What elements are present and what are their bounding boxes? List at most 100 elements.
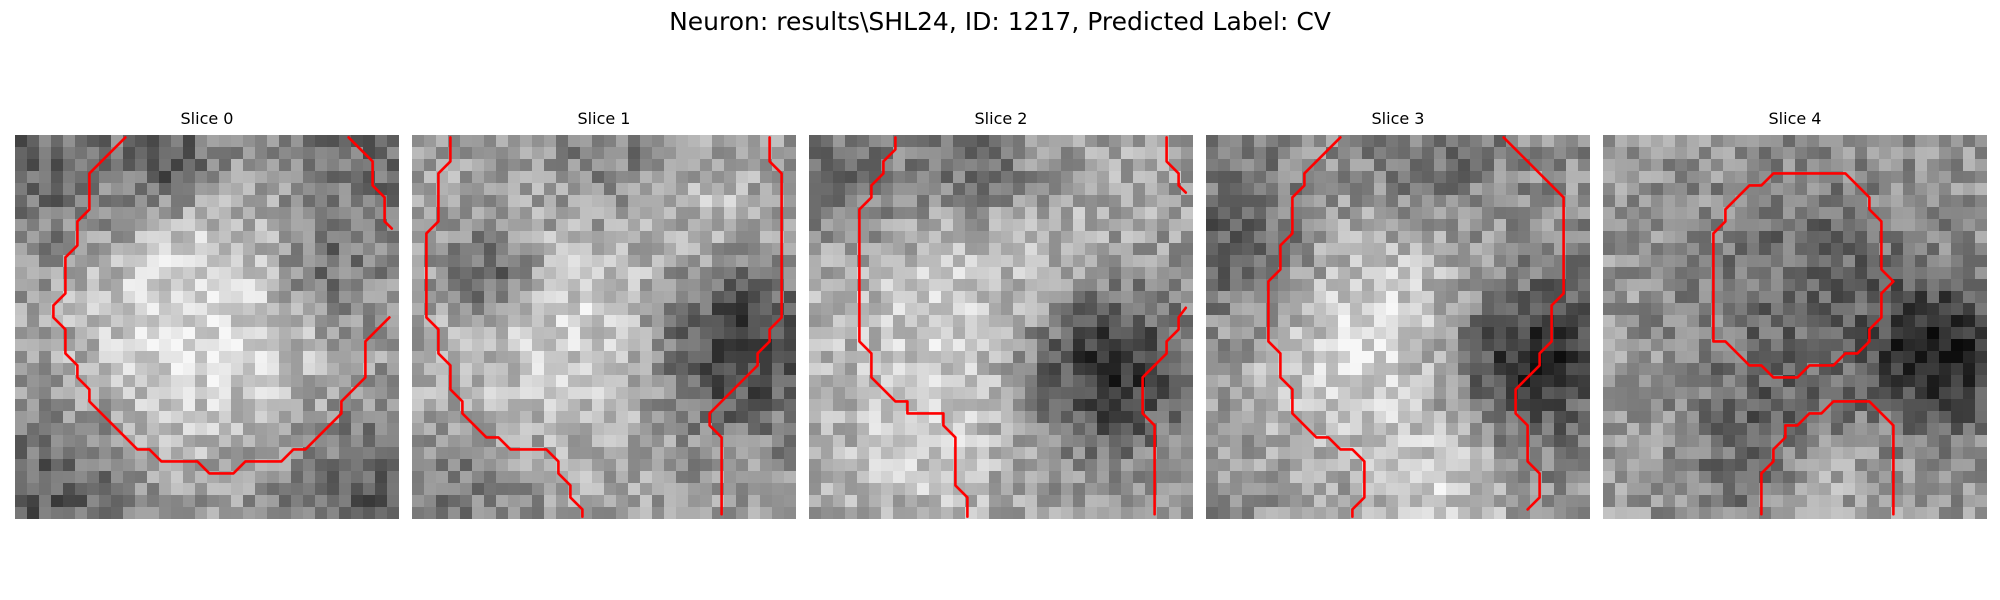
pixel bbox=[1867, 291, 1880, 304]
pixel bbox=[977, 255, 990, 268]
pixel bbox=[736, 183, 749, 196]
pixel bbox=[953, 399, 966, 412]
pixel bbox=[893, 231, 906, 244]
pixel bbox=[556, 159, 569, 172]
pixel bbox=[821, 291, 834, 304]
pixel bbox=[1554, 135, 1567, 148]
pixel bbox=[1578, 183, 1590, 196]
pixel bbox=[1639, 315, 1652, 328]
pixel bbox=[303, 459, 316, 472]
pixel bbox=[1855, 147, 1868, 160]
pixel bbox=[1915, 207, 1928, 220]
pixel bbox=[255, 327, 268, 340]
pixel bbox=[1049, 279, 1062, 292]
pixel bbox=[1554, 447, 1567, 460]
pixel bbox=[1675, 303, 1688, 316]
pixel bbox=[339, 327, 352, 340]
pixel bbox=[460, 243, 473, 256]
pixel bbox=[460, 267, 473, 280]
pixel bbox=[929, 195, 942, 208]
pixel bbox=[1506, 183, 1519, 196]
pixel bbox=[1061, 495, 1074, 508]
pixel bbox=[1422, 483, 1435, 496]
pixel bbox=[1783, 387, 1796, 400]
pixel bbox=[809, 483, 822, 496]
pixel bbox=[207, 219, 220, 232]
pixel bbox=[1843, 279, 1856, 292]
pixel bbox=[1506, 255, 1519, 268]
pixel bbox=[1735, 291, 1748, 304]
pixel bbox=[1422, 435, 1435, 448]
pixel bbox=[231, 231, 244, 244]
pixel bbox=[39, 171, 52, 184]
pixel bbox=[881, 411, 894, 424]
pixel bbox=[63, 303, 76, 316]
pixel bbox=[1927, 243, 1940, 256]
pixel bbox=[1109, 183, 1122, 196]
pixel bbox=[315, 483, 328, 496]
pixel bbox=[75, 411, 88, 424]
pixel bbox=[736, 423, 749, 436]
pixel bbox=[941, 483, 954, 496]
pixel bbox=[111, 303, 124, 316]
pixel bbox=[327, 411, 340, 424]
pixel bbox=[1374, 219, 1387, 232]
pixel bbox=[1711, 387, 1724, 400]
pixel bbox=[375, 351, 388, 364]
pixel bbox=[592, 471, 605, 484]
pixel bbox=[1891, 147, 1904, 160]
pixel bbox=[1169, 483, 1182, 496]
pixel bbox=[1314, 447, 1327, 460]
pixel bbox=[869, 219, 882, 232]
pixel bbox=[267, 471, 280, 484]
pixel bbox=[1663, 243, 1676, 256]
pixel bbox=[1554, 435, 1567, 448]
pixel bbox=[1001, 219, 1014, 232]
pixel bbox=[123, 195, 136, 208]
pixel bbox=[616, 147, 629, 160]
pixel bbox=[315, 471, 328, 484]
pixel bbox=[1326, 495, 1339, 508]
pixel bbox=[676, 183, 689, 196]
pixel bbox=[1699, 435, 1712, 448]
pixel bbox=[1097, 135, 1110, 148]
pixel bbox=[1181, 327, 1193, 340]
pixel bbox=[893, 351, 906, 364]
pixel bbox=[135, 291, 148, 304]
pixel bbox=[1843, 507, 1856, 519]
pixel bbox=[893, 327, 906, 340]
pixel bbox=[1615, 399, 1628, 412]
pixel bbox=[1218, 219, 1231, 232]
pixel bbox=[460, 303, 473, 316]
pixel bbox=[1639, 423, 1652, 436]
pixel bbox=[628, 243, 641, 256]
pixel bbox=[1663, 183, 1676, 196]
pixel bbox=[363, 471, 376, 484]
pixel bbox=[1109, 495, 1122, 508]
pixel bbox=[1326, 483, 1339, 496]
pixel bbox=[1927, 135, 1940, 148]
pixel bbox=[1891, 387, 1904, 400]
pixel bbox=[1157, 423, 1170, 436]
pixel bbox=[267, 447, 280, 460]
pixel bbox=[1157, 243, 1170, 256]
pixel bbox=[484, 219, 497, 232]
pixel bbox=[556, 375, 569, 388]
pixel bbox=[1278, 387, 1291, 400]
pixel bbox=[231, 195, 244, 208]
pixel bbox=[1506, 327, 1519, 340]
pixel bbox=[1362, 267, 1375, 280]
pixel bbox=[1699, 423, 1712, 436]
pixel bbox=[1350, 375, 1363, 388]
pixel bbox=[351, 447, 364, 460]
pixel bbox=[327, 231, 340, 244]
pixel bbox=[51, 219, 64, 232]
pixel bbox=[652, 471, 665, 484]
pixel bbox=[496, 423, 509, 436]
pixel bbox=[135, 483, 148, 496]
pixel bbox=[484, 459, 497, 472]
pixel bbox=[1723, 327, 1736, 340]
pixel bbox=[159, 471, 172, 484]
pixel bbox=[1530, 219, 1543, 232]
pixel bbox=[1783, 351, 1796, 364]
